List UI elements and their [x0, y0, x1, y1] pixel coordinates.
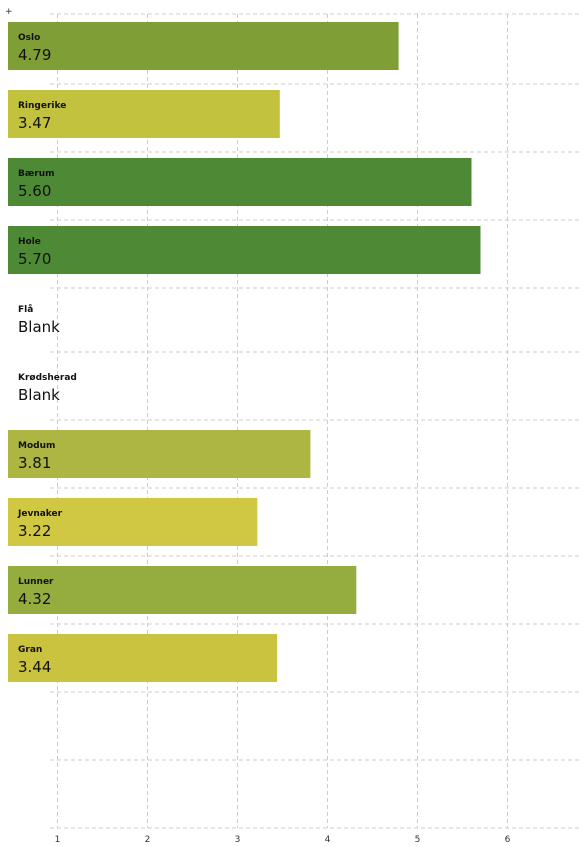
value-label: Blank [18, 386, 60, 404]
category-label: Ringerike [18, 101, 66, 111]
value-label: 3.22 [18, 522, 51, 540]
bar [8, 634, 278, 682]
category-label: Oslo [18, 33, 40, 43]
x-tick-label: 5 [415, 835, 421, 845]
bar [8, 158, 472, 206]
x-tick-label: 1 [55, 835, 61, 845]
value-label: 5.60 [18, 182, 51, 200]
value-label: 3.81 [18, 454, 51, 472]
value-label: 4.32 [18, 590, 51, 608]
bar-labels: Oslo 4.79 Ringerike 3.47 Bærum 5.60 Hole 5.70 Fl… [17, 33, 77, 676]
category-label: Hole [18, 237, 41, 247]
bar [8, 22, 399, 70]
category-label: Jevnaker [17, 509, 63, 519]
bar [8, 226, 481, 274]
bar [8, 90, 280, 138]
category-label: Flå [18, 304, 33, 315]
value-label: 3.44 [18, 658, 51, 676]
value-label: 3.47 [18, 114, 51, 132]
category-label: Modum [18, 441, 55, 451]
corner-plus-mark: + [5, 7, 13, 17]
category-label: Gran [18, 645, 42, 655]
x-tick-label: 6 [505, 835, 511, 845]
x-tick-label: 4 [325, 835, 331, 845]
category-label: Bærum [18, 169, 55, 179]
bar [8, 498, 258, 546]
gridlines [50, 13, 580, 829]
x-tick-label: 3 [235, 835, 241, 845]
category-label: Lunner [18, 577, 54, 587]
value-label: 4.79 [18, 46, 51, 64]
bar [8, 430, 311, 478]
value-label: 5.70 [18, 250, 51, 268]
category-label: Krødsherad [18, 373, 77, 383]
bar [8, 566, 357, 614]
value-label: Blank [18, 318, 60, 336]
bars [8, 22, 481, 682]
x-tick-label: 2 [145, 835, 151, 845]
x-axis: 1 2 3 4 5 6 [55, 835, 511, 845]
